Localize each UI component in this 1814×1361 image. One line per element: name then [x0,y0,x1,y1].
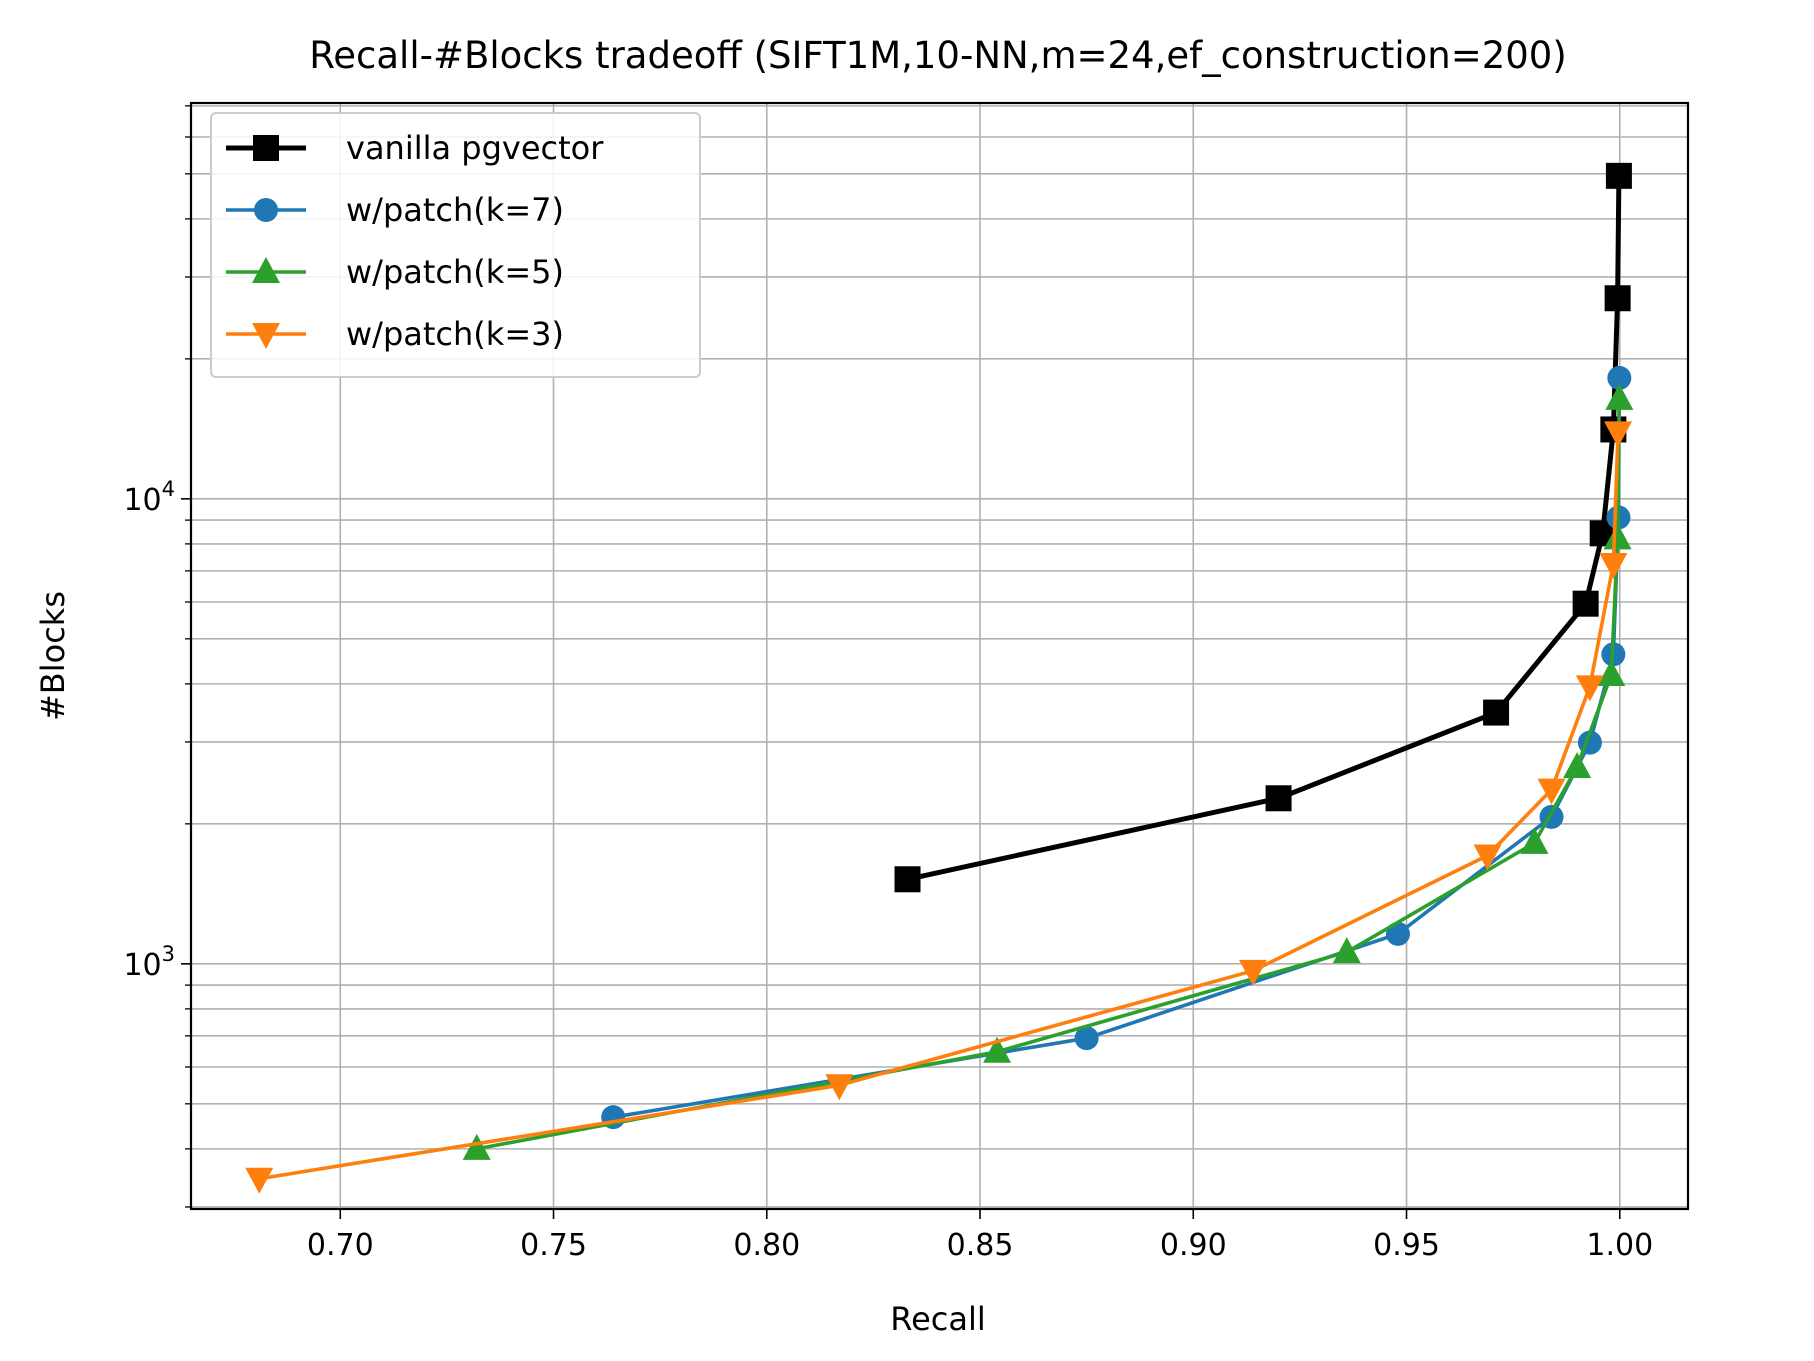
data-point [1597,659,1626,686]
series-3 [245,421,1633,1194]
data-point [1332,937,1361,964]
data-point [1607,365,1632,390]
data-point [825,1074,854,1101]
series-line [258,432,1620,1181]
data-point [1599,553,1628,580]
y-tick-label: 104 [123,477,175,518]
legend-label: w/patch(k=5) [346,253,564,291]
axis-ticks: 0.70 0.75 0.80 0.85 0.90 0.95 1.00 103 104 [123,105,1653,1263]
data-point [462,1133,491,1160]
data-point [1603,523,1632,550]
plot-frame [189,101,1690,1211]
series-line [612,377,1622,1119]
data-point [1604,285,1631,312]
legend: vanilla pgvector w/patch(k=7) w/patch(k=5)… [210,112,701,378]
grid [191,103,1688,1209]
chart-title: Recall-#Blocks tradeoff (SIFT1M,10-NN,m=… [309,34,1567,77]
legend-marker [253,135,279,161]
data-point [1605,162,1632,189]
legend-marker [252,257,280,283]
data-point [1575,675,1604,702]
x-tick-label: 0.75 [520,1228,587,1263]
data-point [1074,1026,1099,1051]
legend-label: w/patch(k=7) [346,191,564,229]
data-point [1520,827,1549,854]
x-tick-label: 0.95 [1373,1228,1440,1263]
data-point [1605,383,1634,410]
series-0 [894,162,1632,893]
y-tick-label: 103 [123,942,175,983]
legend-box [210,112,701,378]
series-1 [601,365,1632,1130]
x-tick-label: 0.85 [947,1228,1014,1263]
x-tick-label: 1.00 [1586,1228,1653,1263]
data-point [1563,752,1592,779]
data-point [983,1036,1012,1063]
data-point [1238,959,1267,986]
x-axis-label: Recall [890,1300,985,1338]
legend-marker [254,198,278,222]
y-axis-label: #Blocks [34,591,72,721]
data-point [1537,778,1566,805]
data-point [1572,590,1599,617]
series-layer [245,162,1634,1194]
x-tick-label: 0.70 [307,1228,374,1263]
x-tick-label: 0.80 [733,1228,800,1263]
legend-label: vanilla pgvector [346,129,604,167]
legend-label: w/patch(k=3) [346,315,564,353]
x-tick-label: 0.90 [1160,1228,1227,1263]
data-point [1483,699,1510,726]
legend-marker [252,323,280,349]
data-point [1473,844,1502,871]
data-point [894,866,921,893]
series-line [906,175,1622,882]
data-point [245,1167,274,1194]
data-point [1604,421,1633,448]
data-point [1265,785,1292,812]
